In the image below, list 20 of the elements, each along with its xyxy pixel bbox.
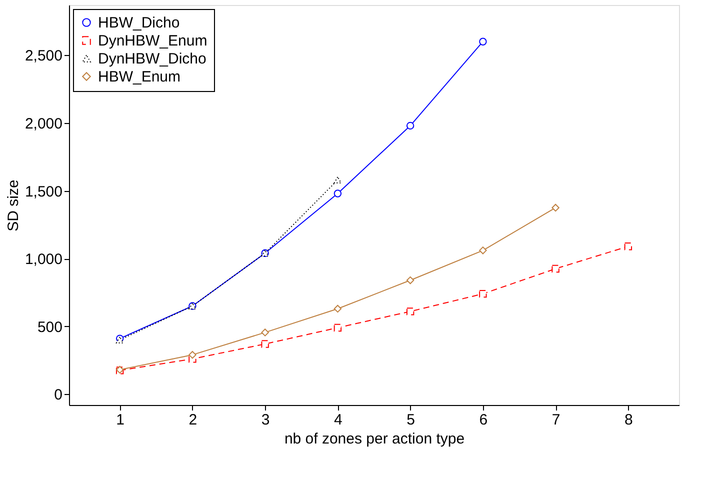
legend-label: DynHBW_Enum xyxy=(98,32,208,50)
legend-label: HBW_Enum xyxy=(98,68,181,86)
x-tick-label: 4 xyxy=(334,412,342,428)
y-tick-label: 2,500 xyxy=(24,48,62,65)
x-tick-label: 3 xyxy=(261,412,270,428)
y-tick-label: 1,000 xyxy=(24,251,62,268)
x-tick-label: 2 xyxy=(188,412,198,428)
legend-label: DynHBW_Dicho xyxy=(98,50,206,68)
x-tick-label: 7 xyxy=(552,412,560,428)
x-tick-label: 8 xyxy=(624,412,633,428)
y-tick-label: 0 xyxy=(54,386,62,404)
x-tick-label: 1 xyxy=(116,412,125,428)
y-axis-title: SD size xyxy=(4,180,22,232)
y-tick-label: 2,000 xyxy=(24,115,62,132)
legend-label: HBW_Dicho xyxy=(98,14,180,32)
x-tick-label: 6 xyxy=(479,412,488,428)
x-tick-label: 5 xyxy=(406,412,415,428)
x-axis-title: nb of zones per action type xyxy=(284,430,465,448)
y-tick-label: 1,500 xyxy=(24,183,62,200)
y-tick-label: 500 xyxy=(37,318,62,336)
